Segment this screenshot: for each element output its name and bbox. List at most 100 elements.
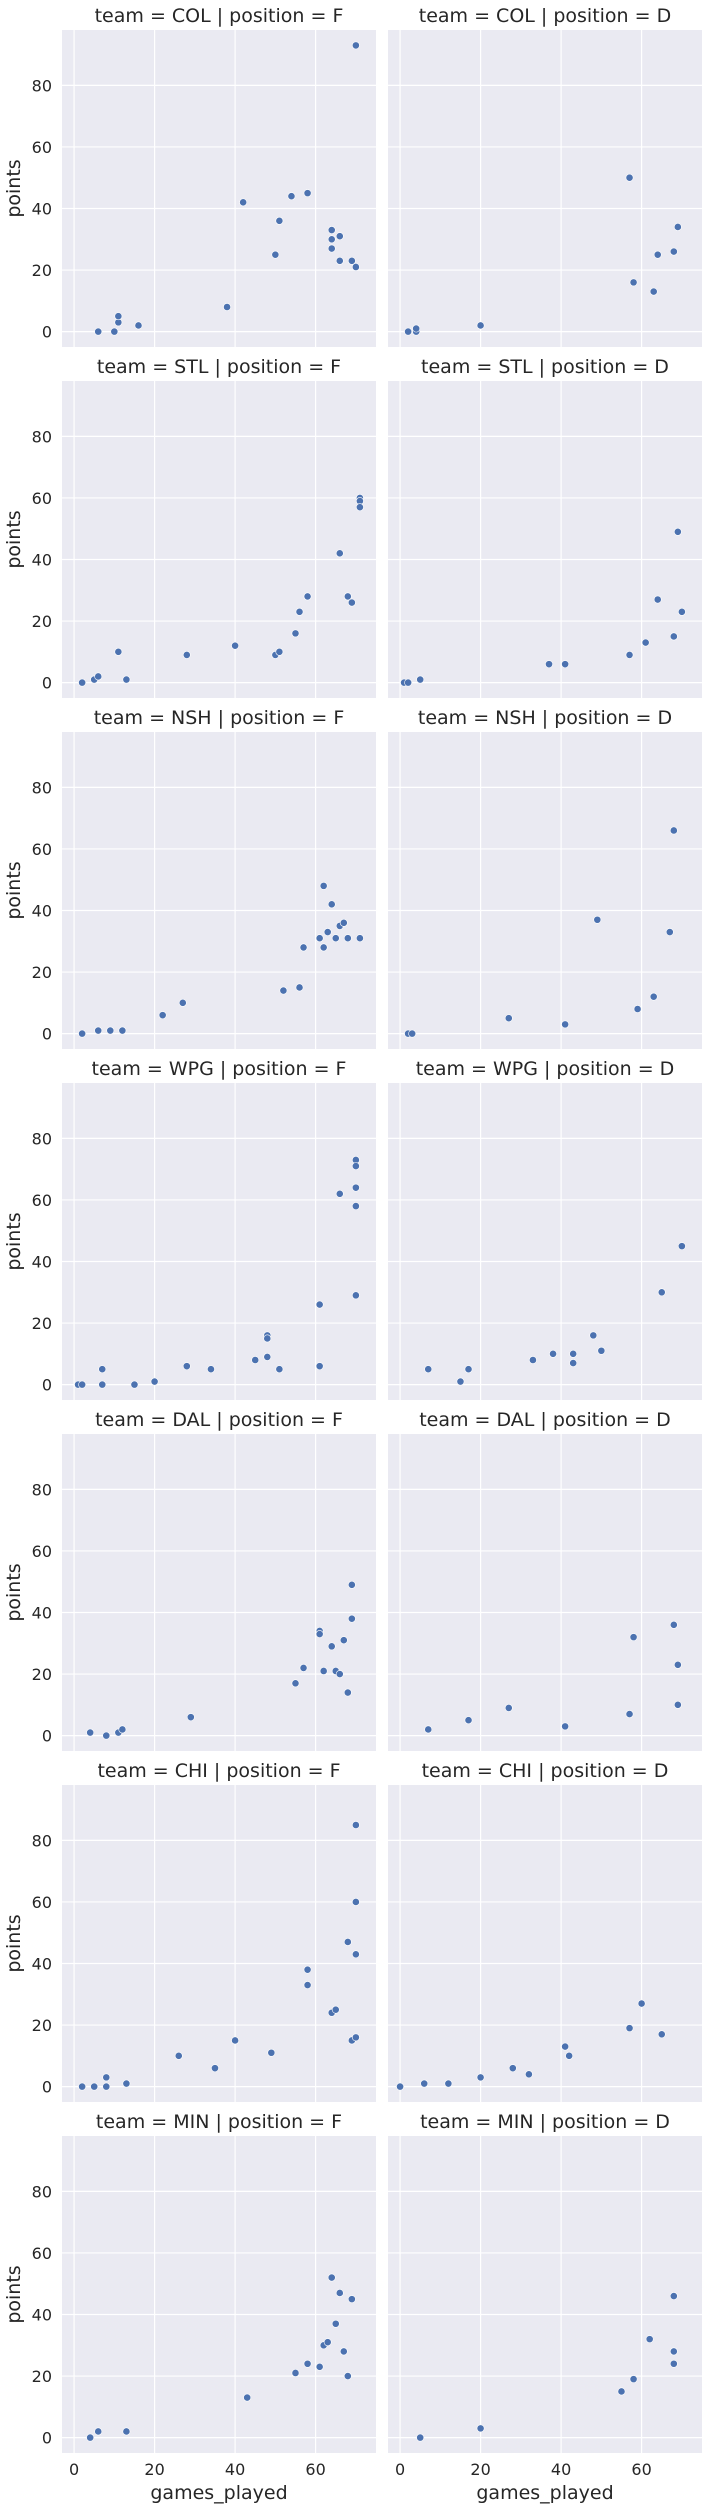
data-point (106, 1026, 115, 1035)
data-point (335, 1670, 344, 1678)
data-point (343, 934, 352, 943)
data-point (416, 675, 425, 684)
data-point (524, 2070, 533, 2079)
data-point (589, 1331, 598, 1340)
data-point (339, 2347, 348, 2356)
panel-title: team = STL | position = F (97, 356, 341, 378)
data-point (98, 1365, 107, 1374)
data-point (561, 1722, 570, 1731)
y-tick-label: 0 (42, 2078, 52, 2097)
data-point (343, 2372, 352, 2380)
facet-panel: team = DAL | position = F 0 20 40 60 80 points (3, 1409, 376, 1751)
facet-panel: team = COL | position = D (388, 5, 702, 347)
data-point (291, 629, 300, 638)
data-point (295, 983, 304, 992)
y-tick-label: 20 (32, 2016, 52, 2035)
panel-title: team = MIN | position = F (96, 2111, 342, 2133)
data-point (327, 244, 336, 253)
data-point (339, 918, 348, 927)
data-point (102, 2073, 111, 2082)
data-point (625, 2024, 634, 2033)
data-point (351, 1950, 360, 1959)
data-point (476, 321, 485, 330)
data-point (476, 2424, 485, 2433)
data-point (94, 1026, 103, 1035)
data-point (327, 226, 336, 234)
data-point (231, 641, 240, 650)
data-point (677, 1242, 686, 1251)
y-tick-label: 20 (32, 612, 52, 631)
y-tick-label: 20 (32, 1314, 52, 1333)
panel-title: team = NSH | position = F (94, 707, 345, 729)
data-point (625, 651, 634, 659)
data-point (315, 1630, 324, 1638)
y-tick-label: 60 (32, 1542, 52, 1561)
data-point (561, 1020, 570, 1029)
data-point (351, 1898, 360, 1906)
data-point (351, 1202, 360, 1211)
data-point (303, 1965, 312, 1974)
panel-title: team = COL | position = F (95, 5, 344, 27)
data-point (303, 2359, 312, 2368)
data-point (593, 915, 602, 924)
data-point (597, 1346, 606, 1355)
data-point (669, 2359, 678, 2368)
data-point (78, 1029, 87, 1038)
data-point (561, 2042, 570, 2051)
data-point (275, 1365, 284, 1374)
data-point (529, 1356, 537, 1364)
data-point (335, 549, 344, 558)
y-axis-label: points (3, 1914, 25, 1972)
data-point (669, 247, 678, 256)
x-tick-label: 60 (305, 2460, 325, 2479)
data-point (287, 192, 296, 201)
data-point (545, 660, 553, 669)
data-point (186, 1713, 195, 1722)
panel-title: team = DAL | position = F (95, 1409, 343, 1431)
facet-panel: team = CHI | position = F 0 20 40 60 80 points (3, 1760, 376, 2102)
data-point (98, 1380, 107, 1389)
data-point (617, 2387, 626, 2396)
x-tick-label: 20 (470, 2460, 490, 2479)
data-point (673, 527, 682, 536)
y-tick-label: 80 (32, 2182, 52, 2201)
data-point (565, 2051, 574, 2060)
data-point (625, 1710, 634, 1718)
data-point (267, 2048, 276, 2057)
data-point (118, 1725, 127, 1734)
y-tick-label: 80 (32, 778, 52, 797)
panel-title: team = DAL | position = D (419, 1409, 671, 1431)
data-point (331, 2005, 340, 2014)
y-tick-label: 0 (42, 1727, 52, 1746)
data-point (94, 672, 103, 681)
data-point (653, 595, 662, 604)
data-point (657, 2030, 666, 2039)
facet-panel: team = DAL | position = D (388, 1409, 702, 1751)
y-tick-label: 0 (42, 1025, 52, 1044)
y-tick-label: 0 (42, 1376, 52, 1395)
data-point (174, 2051, 183, 2060)
panel-title: team = CHI | position = F (97, 1760, 340, 1782)
facet-panel: team = MIN | position = D 0 20 40 60 games_pl… (388, 2111, 702, 2504)
data-point (182, 1362, 191, 1371)
data-point (351, 41, 360, 50)
data-point (271, 250, 280, 259)
y-tick-label: 60 (32, 138, 52, 157)
data-point (158, 1011, 167, 1020)
panel-background (62, 1434, 376, 1751)
data-point (331, 934, 340, 943)
data-point (327, 1642, 336, 1651)
y-tick-label: 60 (32, 840, 52, 859)
data-point (657, 1288, 666, 1297)
data-point (508, 2064, 517, 2073)
data-point (323, 2338, 332, 2347)
data-point (351, 1821, 360, 1829)
data-point (649, 287, 658, 296)
data-point (355, 934, 364, 943)
y-tick-label: 20 (32, 1665, 52, 1684)
x-tick-label: 20 (144, 2460, 164, 2479)
data-point (665, 928, 674, 936)
y-tick-label: 80 (32, 427, 52, 446)
data-point (251, 1356, 260, 1364)
